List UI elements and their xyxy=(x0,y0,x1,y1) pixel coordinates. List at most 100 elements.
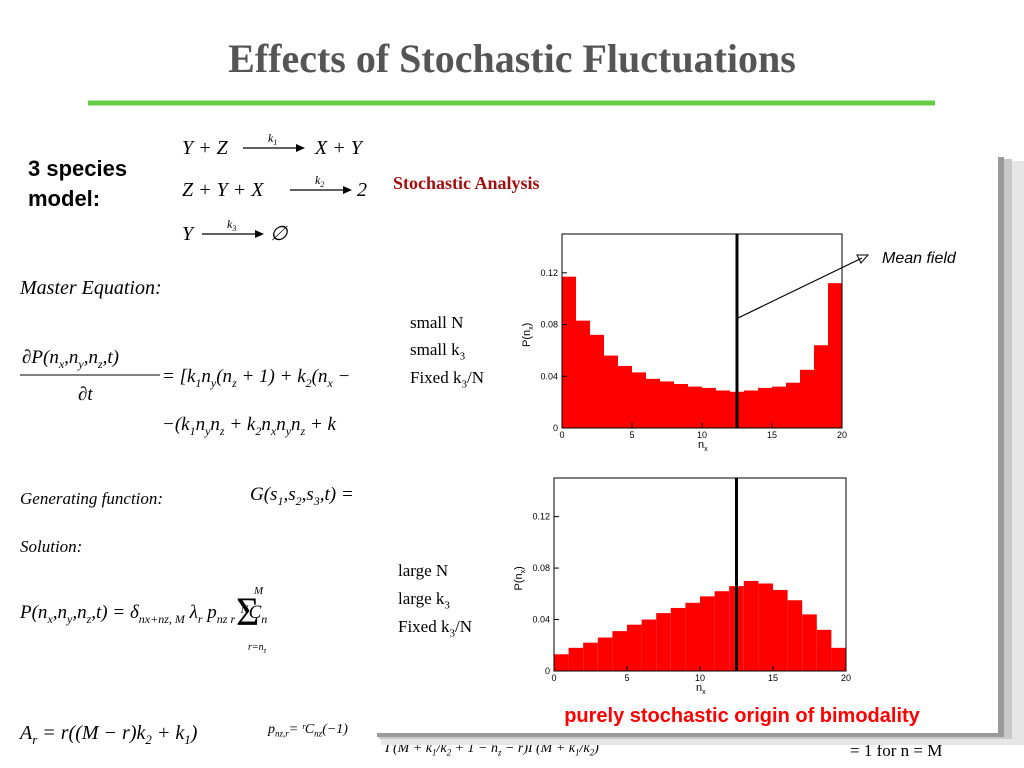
reaction-lhs: Y xyxy=(182,223,195,245)
equation: P(nx) xyxy=(521,323,535,347)
subscript: 1 xyxy=(575,748,580,758)
equation-part: − xyxy=(333,366,351,387)
subscript: r xyxy=(32,732,38,747)
equation-part: ,n xyxy=(64,347,78,368)
equation: = [k1ny(nz + 1) + k2(nx − xyxy=(162,366,350,390)
subscript: 1 xyxy=(277,494,283,508)
equation-part: /N xyxy=(455,617,472,636)
bar xyxy=(604,355,618,428)
subscript: nz xyxy=(314,729,323,739)
equation-part: + 1) + k xyxy=(237,366,306,387)
equation-part: λ xyxy=(185,602,198,623)
bar xyxy=(568,647,584,671)
y-tick-label: 0.12 xyxy=(532,512,550,522)
y-tick-label: 0.08 xyxy=(540,320,558,330)
arrow-head xyxy=(856,254,870,264)
bar xyxy=(787,600,803,671)
bar xyxy=(597,637,613,671)
equation: k3 xyxy=(227,217,236,233)
subscript: 2 xyxy=(590,748,595,758)
equation-part: P(n xyxy=(19,602,47,623)
subscript: z xyxy=(219,424,225,438)
equation-part: P(n xyxy=(521,330,533,347)
equation-part: Fixed k xyxy=(398,617,450,636)
equation: nx xyxy=(698,439,708,453)
equation-part: n xyxy=(261,414,271,435)
x-tick-label: 15 xyxy=(767,430,777,440)
equation: Fixed k3/N xyxy=(410,368,484,390)
subscript: x xyxy=(528,326,535,330)
subscript: z xyxy=(263,647,267,655)
annotation-arrow xyxy=(737,257,863,319)
bar xyxy=(583,642,598,671)
x-tick-label: 5 xyxy=(629,430,634,440)
reaction-lhs: Z + Y + X xyxy=(182,179,264,201)
subscript: 2 xyxy=(296,494,302,508)
x-tick-label: 10 xyxy=(695,673,705,683)
subscript: x xyxy=(46,612,53,626)
equation-part: + k xyxy=(152,722,185,744)
subscript: z xyxy=(300,424,306,438)
bar xyxy=(688,386,702,428)
equation-part: /k xyxy=(435,741,447,756)
subscript: 2 xyxy=(145,732,152,747)
subscript: 1 xyxy=(432,748,437,758)
reaction-rhs: X + Y xyxy=(314,137,364,159)
equation: small N xyxy=(410,313,463,332)
equation-part: (n xyxy=(216,366,232,387)
subscript: z xyxy=(231,376,237,390)
arrow-head xyxy=(296,144,305,152)
subscript: z xyxy=(97,357,103,371)
equation-part: ,s xyxy=(302,484,314,505)
subscript: 3 xyxy=(444,599,450,611)
equation-part: + k xyxy=(305,414,336,435)
equation: = 1 for n = M xyxy=(850,741,942,760)
subscript: 3 xyxy=(461,378,467,390)
equation-part: k xyxy=(268,131,274,145)
equation: ∂P(nx,ny,nz,t) xyxy=(22,347,119,371)
equation: Ar = r((M − r)k2 + k1) xyxy=(18,722,198,747)
x-tick-label: 10 xyxy=(697,430,707,440)
equation-part: + k xyxy=(225,414,256,435)
equation-part: Fixed k xyxy=(410,368,462,387)
bar xyxy=(786,382,800,428)
equation: r=nz xyxy=(248,642,267,655)
subscript: 1 xyxy=(190,424,196,438)
equation-part: ,n xyxy=(84,347,98,368)
equation-part: small N xyxy=(410,313,463,332)
equation-part: /N xyxy=(467,368,484,387)
bar xyxy=(576,320,590,428)
x-tick-label: 20 xyxy=(837,430,847,440)
equation-part: ∂P(n xyxy=(22,347,59,368)
y-tick-label: 0.04 xyxy=(540,371,558,381)
subscript: 1 xyxy=(195,376,201,390)
bar xyxy=(670,607,686,671)
bar xyxy=(744,390,758,428)
equation-part: k xyxy=(315,173,321,187)
subscript: 1 xyxy=(184,732,191,747)
reaction-rhs: ∅ xyxy=(270,223,289,245)
equation-part: ,n xyxy=(53,602,67,623)
model-label: 3 species xyxy=(28,156,127,181)
subscript: z xyxy=(86,612,92,626)
equation-part: ) xyxy=(521,323,533,327)
equation-part: n xyxy=(698,439,704,451)
equation-part: n xyxy=(276,414,286,435)
equation-part: (n xyxy=(312,366,328,387)
bar xyxy=(632,372,646,428)
subscript: nx+nz, M xyxy=(139,612,186,626)
reaction-lhs: Y + Z xyxy=(182,137,229,159)
bar xyxy=(716,390,730,428)
equation: k2 xyxy=(315,173,324,189)
subscript: 2 xyxy=(447,748,452,758)
x-tick-label: 15 xyxy=(768,673,778,683)
reaction-rhs: 2 xyxy=(357,179,367,201)
equation: nx xyxy=(696,682,706,696)
equation-part: small k xyxy=(410,340,460,359)
subscript: y xyxy=(66,612,73,626)
bar xyxy=(772,386,786,428)
subscript: z xyxy=(497,748,502,758)
equation-part: (−1) xyxy=(322,722,348,737)
equation-part: ᴺC xyxy=(235,602,261,623)
